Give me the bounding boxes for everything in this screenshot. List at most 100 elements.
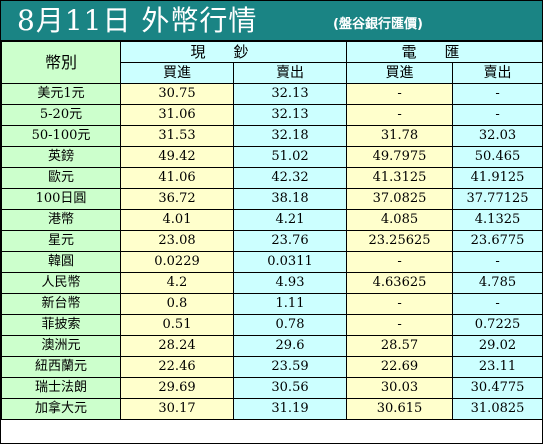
table-row: 紐西蘭元 22.46 23.59 22.69 23.11: [1, 356, 543, 378]
cash-sell-value: 42.32: [232, 167, 348, 189]
group-header-row: 幣別 現鈔 電匯: [1, 41, 543, 84]
transfer-buy-value: 4.085: [346, 209, 454, 231]
transfer-buy-value: 49.7975: [346, 146, 454, 168]
transfer-buy-header: 買進: [346, 62, 454, 84]
transfer-sell-value: 32.03: [452, 125, 543, 147]
transfer-sell-value: 4.1325: [452, 209, 543, 231]
currency-name: 瑞士法朗: [1, 377, 121, 399]
transfer-buy-value: 23.25625: [346, 230, 454, 252]
transfer-sell-value: 31.0825: [452, 398, 543, 420]
transfer-sell-value: 23.11: [452, 356, 543, 378]
cash-buy-value: 22.46: [120, 356, 234, 378]
table-row: 加拿大元 30.17 31.19 30.615 31.0825: [1, 398, 543, 420]
table-row: 澳洲元 28.24 29.6 28.57 29.02: [1, 335, 543, 357]
table-row: 美元1元 30.75 32.13 - -: [1, 83, 543, 105]
currency-name: 星元: [1, 230, 121, 252]
cash-sell-value: 31.19: [232, 398, 348, 420]
transfer-sell-value: 30.4775: [452, 377, 543, 399]
transfer-buy-value: 22.69: [346, 356, 454, 378]
cash-sell-value: 23.59: [232, 356, 348, 378]
table-row: 歐元 41.06 42.32 41.3125 41.9125: [1, 167, 543, 189]
transfer-buy-value: -: [346, 104, 454, 126]
cash-sell-value: 4.21: [232, 209, 348, 231]
currency-name: 加拿大元: [1, 398, 121, 420]
transfer-buy-value: 30.03: [346, 377, 454, 399]
cash-sell-value: 29.6: [232, 335, 348, 357]
cash-sell-header: 賣出: [232, 62, 348, 84]
table-row: 5-20元 31.06 32.13 - -: [1, 104, 543, 126]
cash-sell-value: 0.0311: [232, 251, 348, 273]
currency-name: 50-100元: [1, 125, 121, 147]
transfer-sell-value: 29.02: [452, 335, 543, 357]
bank-source-label: (盤谷銀行匯價): [333, 17, 423, 32]
cash-sell-value: 32.13: [232, 104, 348, 126]
transfer-buy-value: 31.78: [346, 125, 454, 147]
cash-buy-value: 28.24: [120, 335, 234, 357]
cash-buy-header: 買進: [120, 62, 234, 84]
currency-name: 美元1元: [1, 83, 121, 105]
currency-name: 澳洲元: [1, 335, 121, 357]
cash-buy-value: 23.08: [120, 230, 234, 252]
transfer-buy-value: -: [346, 251, 454, 273]
cash-buy-value: 4.01: [120, 209, 234, 231]
transfer-sell-value: 41.9125: [452, 167, 543, 189]
transfer-buy-value: 30.615: [346, 398, 454, 420]
cash-sell-value: 0.78: [232, 314, 348, 336]
cash-buy-value: 0.0229: [120, 251, 234, 273]
cash-buy-value: 29.69: [120, 377, 234, 399]
cash-sell-value: 38.18: [232, 188, 348, 210]
currency-name: 韓圓: [1, 251, 121, 273]
transfer-sell-value: -: [452, 104, 543, 126]
currency-column-header: 幣別: [1, 41, 121, 84]
cash-sell-value: 4.93: [232, 272, 348, 294]
cash-buy-value: 30.17: [120, 398, 234, 420]
table-row: 新台幣 0.8 1.11 - -: [1, 293, 543, 315]
cash-buy-value: 4.2: [120, 272, 234, 294]
cash-sell-value: 51.02: [232, 146, 348, 168]
title-bar: 8月11日 外幣行情 (盤谷銀行匯價): [1, 1, 542, 41]
table-row: 瑞士法朗 29.69 30.56 30.03 30.4775: [1, 377, 543, 399]
cash-sell-value: 23.76: [232, 230, 348, 252]
table-row: 英鎊 49.42 51.02 49.7975 50.465: [1, 146, 543, 168]
table-row: 港幣 4.01 4.21 4.085 4.1325: [1, 209, 543, 231]
transfer-sell-value: 50.465: [452, 146, 543, 168]
exchange-rate-table: 幣別 現鈔 電匯 買進 賣出 買進 賣出 美元1元 30.75 32.13 - …: [1, 41, 543, 420]
cash-sell-value: 30.56: [232, 377, 348, 399]
table-row: 菲披索 0.51 0.78 - 0.7225: [1, 314, 543, 336]
table-row: 50-100元 31.53 32.18 31.78 32.03: [1, 125, 543, 147]
cash-group-header: 現鈔: [119, 41, 348, 63]
cash-buy-value: 41.06: [120, 167, 234, 189]
currency-name: 英鎊: [1, 146, 121, 168]
currency-name: 港幣: [1, 209, 121, 231]
currency-name: 新台幣: [1, 293, 121, 315]
transfer-sell-value: 4.785: [452, 272, 543, 294]
currency-name: 菲披索: [1, 314, 121, 336]
transfer-sell-value: -: [452, 293, 543, 315]
transfer-buy-value: 28.57: [346, 335, 454, 357]
transfer-sell-value: 23.6775: [452, 230, 543, 252]
transfer-sell-value: -: [452, 83, 543, 105]
table-row: 人民幣 4.2 4.93 4.63625 4.785: [1, 272, 543, 294]
currency-name: 歐元: [1, 167, 121, 189]
transfer-buy-value: -: [346, 293, 454, 315]
cash-buy-value: 36.72: [120, 188, 234, 210]
cash-buy-value: 31.53: [120, 125, 234, 147]
currency-name: 100日圓: [1, 188, 121, 210]
table-row: 韓圓 0.0229 0.0311 - -: [1, 251, 543, 273]
cash-buy-value: 31.06: [120, 104, 234, 126]
transfer-buy-value: 41.3125: [346, 167, 454, 189]
cash-buy-value: 30.75: [120, 83, 234, 105]
currency-name: 紐西蘭元: [1, 356, 121, 378]
cash-buy-value: 0.51: [120, 314, 234, 336]
transfer-buy-value: 37.0825: [346, 188, 454, 210]
sub-header-row: 買進 賣出 買進 賣出: [2, 62, 543, 84]
transfer-buy-value: 4.63625: [346, 272, 454, 294]
transfer-buy-value: -: [346, 314, 454, 336]
currency-name: 5-20元: [1, 104, 121, 126]
transfer-sell-value: -: [452, 251, 543, 273]
table-row: 100日圓 36.72 38.18 37.0825 37.77125: [1, 188, 543, 210]
cash-sell-value: 1.11: [232, 293, 348, 315]
currency-name: 人民幣: [1, 272, 121, 294]
transfer-sell-value: 37.77125: [452, 188, 543, 210]
